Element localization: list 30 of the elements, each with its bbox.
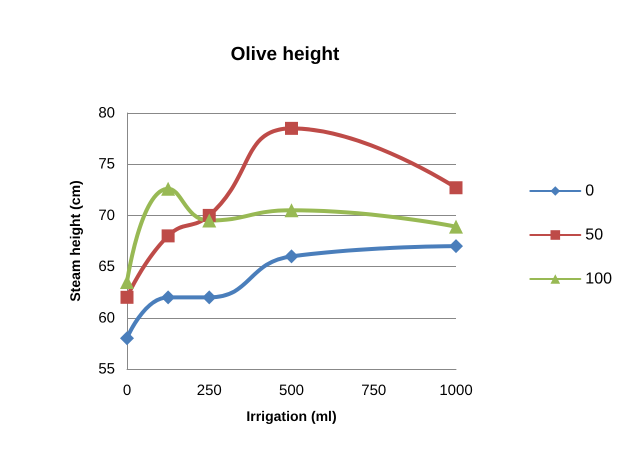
chart-title: Olive height [230, 44, 340, 65]
point [449, 220, 463, 234]
point [449, 239, 463, 254]
y-axis-title: Steam height (cm) [67, 180, 83, 302]
point [285, 122, 298, 135]
point [202, 214, 216, 228]
x-tick-label: 750 [361, 382, 386, 399]
y-tick-label: 75 [98, 156, 115, 173]
x-tick-label: 0 [122, 382, 132, 399]
point [202, 290, 216, 304]
point [120, 331, 134, 346]
x-tick-label: 500 [278, 382, 304, 399]
y-tick-label: 65 [98, 258, 115, 276]
point [284, 249, 298, 264]
point [161, 290, 176, 304]
x-axis-title: Irrigation (ml) [246, 408, 337, 424]
point [162, 229, 175, 242]
x-tick-label: 1000 [439, 382, 473, 399]
point [284, 203, 298, 218]
legend-label: 50 [585, 226, 604, 244]
point [450, 181, 462, 194]
y-tick-label: 80 [98, 104, 115, 122]
point [120, 290, 134, 304]
x-tick-label: 250 [196, 382, 222, 399]
legend-label: 100 [585, 270, 612, 288]
point [161, 182, 176, 196]
legend-label: 0 [585, 182, 594, 200]
y-tick-label: 70 [98, 206, 115, 224]
y-tick-label: 60 [98, 309, 115, 326]
y-tick-label: 55 [98, 360, 115, 378]
